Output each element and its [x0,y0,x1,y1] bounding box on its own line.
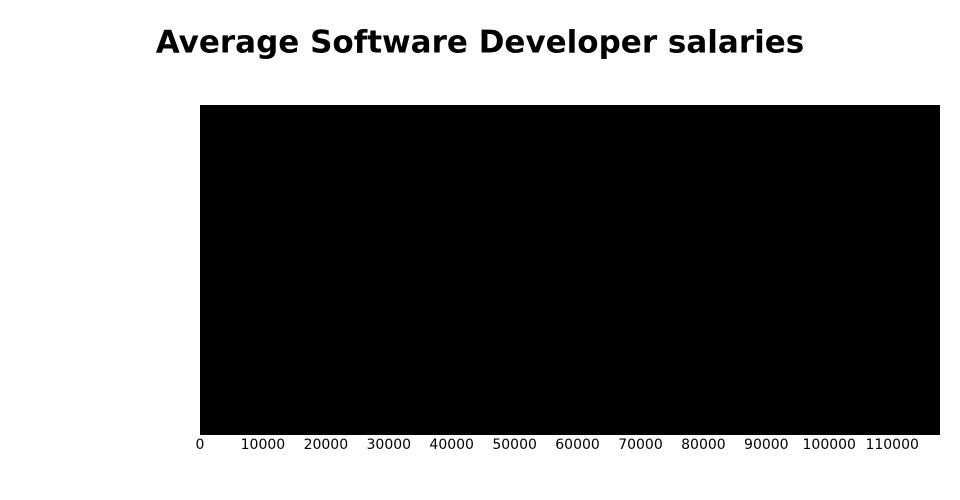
x-tick-label: 90000 [744,437,789,453]
x-tick-label: 0 [196,437,205,453]
x-tick-label: 30000 [367,437,412,453]
x-tick-label: 110000 [865,437,918,453]
x-tick-label: 10000 [241,437,286,453]
x-tick-label: 80000 [681,437,726,453]
x-tick-label: 20000 [304,437,349,453]
x-tick-label: 50000 [492,437,537,453]
bar [200,105,940,435]
x-tick-label: 70000 [618,437,663,453]
x-tick-label: 60000 [555,437,600,453]
x-tick-label: 40000 [429,437,474,453]
chart-title: Average Software Developer salaries [156,25,804,61]
x-tick-label: 100000 [803,437,856,453]
